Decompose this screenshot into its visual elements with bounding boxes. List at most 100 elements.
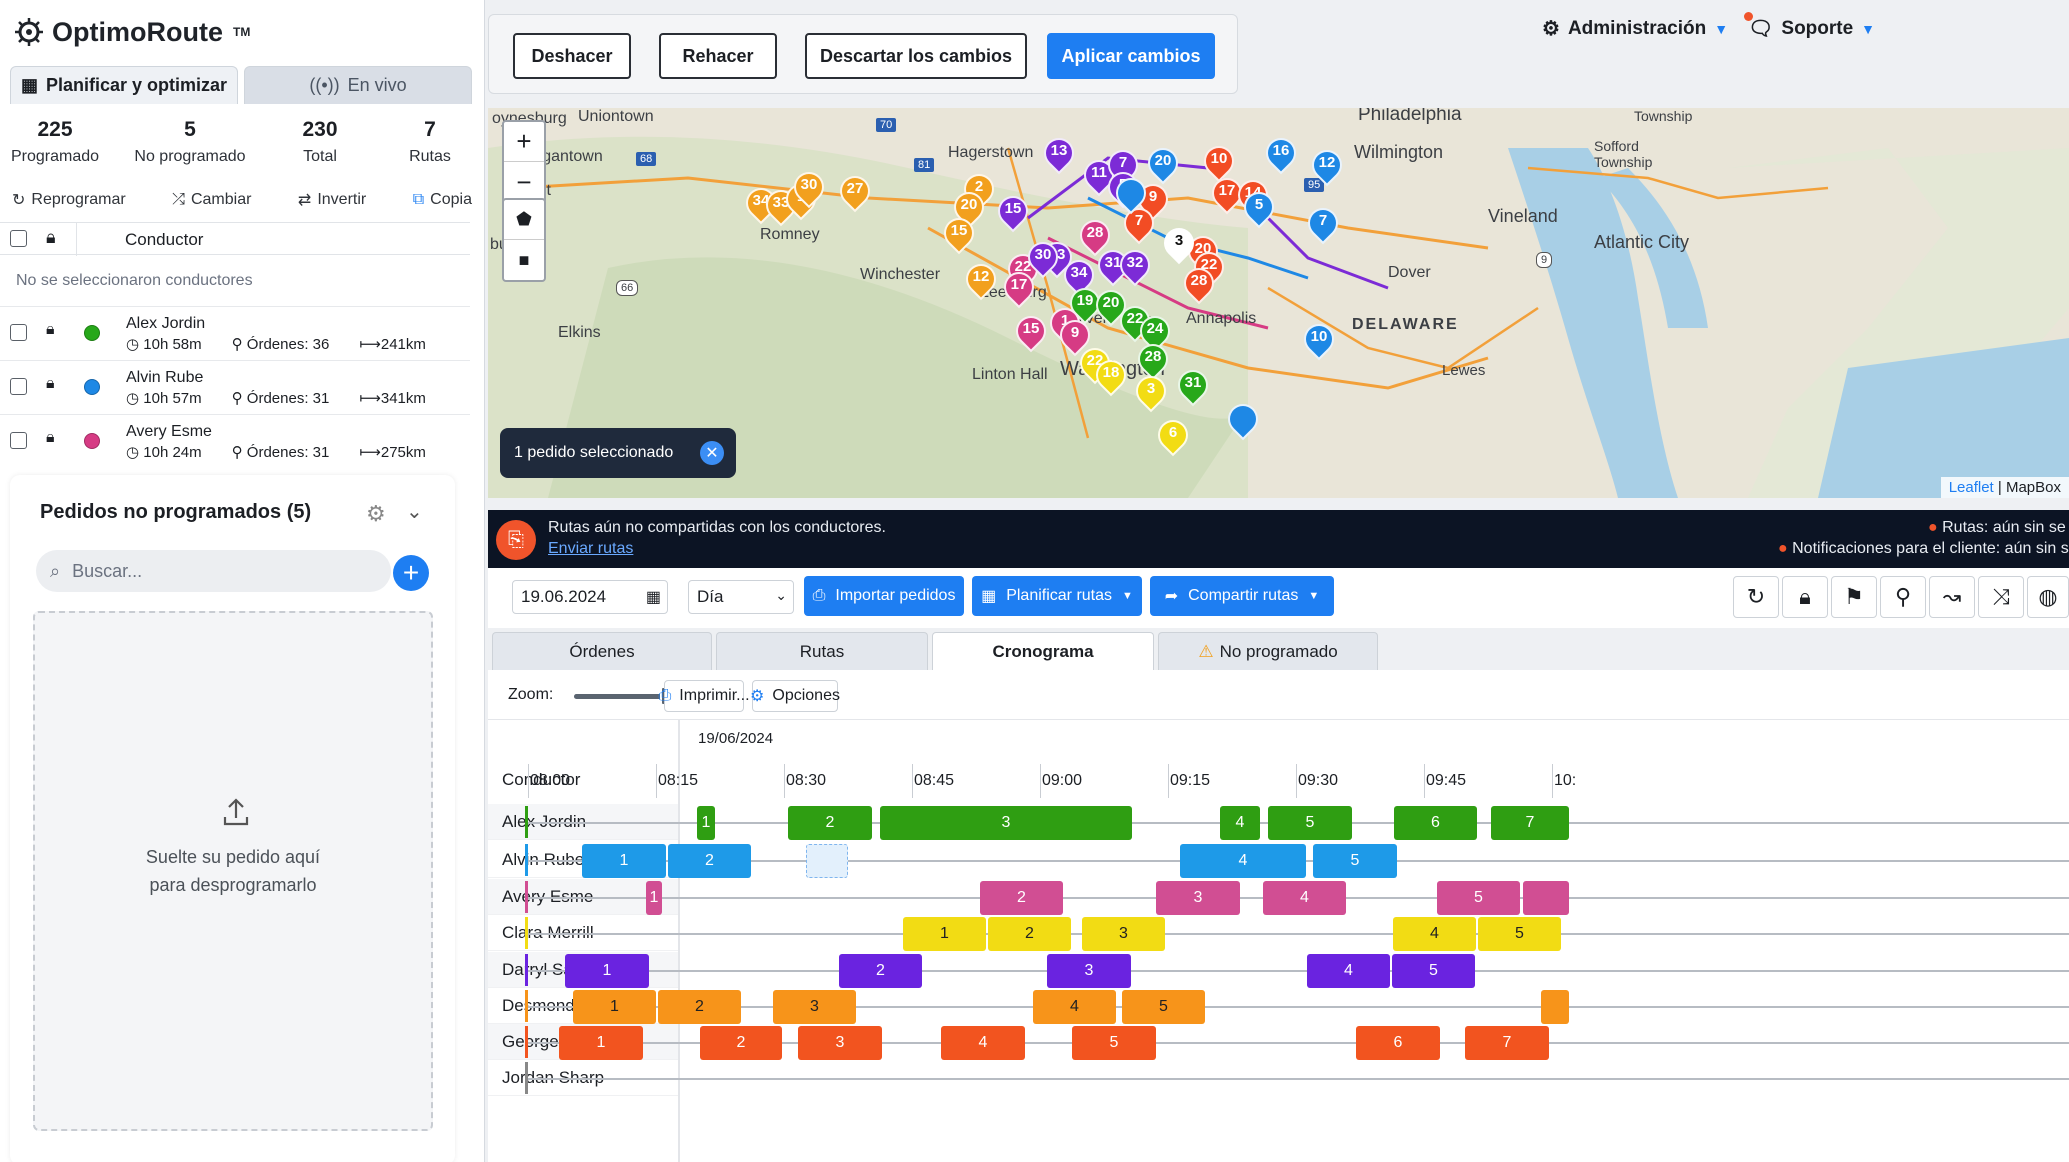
schedule-stop-block[interactable]: 1 (582, 844, 666, 878)
marker-button[interactable]: ⚑ (1831, 576, 1877, 618)
polygon-draw-button[interactable]: ⬟ (504, 200, 544, 240)
plan-routes-button[interactable]: ▦ Planificar rutas ▼ (972, 576, 1142, 616)
schedule-stop-block[interactable]: 1 (559, 1026, 643, 1060)
schedule-stop-block[interactable]: 3 (1082, 917, 1165, 951)
schedule-stop-block[interactable]: 6 (1394, 806, 1477, 840)
schedule-stop-block[interactable]: 6 (1356, 1026, 1440, 1060)
order-pin[interactable] (1109, 171, 1153, 218)
zoom-in-button[interactable]: + (504, 122, 544, 162)
order-pin[interactable] (1221, 397, 1265, 444)
gear-icon[interactable]: ⚙ (366, 501, 386, 526)
order-pin[interactable]: 18 (1089, 353, 1133, 400)
schedule-stop-block[interactable]: 1 (565, 954, 649, 988)
add-order-button[interactable]: + (393, 555, 429, 591)
order-pin[interactable]: 31 (1171, 363, 1215, 410)
route-path-button[interactable]: ↝ (1929, 576, 1975, 618)
schedule-stop-block[interactable]: 5 (1072, 1026, 1156, 1060)
driver-checkbox[interactable] (10, 378, 27, 395)
order-pin[interactable]: 24 (1133, 309, 1177, 356)
period-select[interactable]: Día ⌄ (688, 580, 794, 614)
unschedule-dropzone[interactable]: Suelte su pedido aquí para desprogramarl… (33, 611, 433, 1131)
schedule-stop-block[interactable]: 4 (1393, 917, 1476, 951)
send-routes-link[interactable]: Enviar rutas (548, 540, 634, 557)
schedule-stop-block[interactable] (1541, 990, 1569, 1024)
schedule-stop-block[interactable]: 4 (1180, 844, 1306, 878)
schedule-stop-block[interactable]: 2 (668, 844, 751, 878)
order-pin[interactable]: 32 (1113, 243, 1157, 290)
schedule-stop-block[interactable]: 2 (788, 806, 872, 840)
schedule-stop-block[interactable] (1523, 881, 1569, 915)
order-pin[interactable]: 15 (937, 211, 981, 258)
lock-icon[interactable]: 🔒︎ (46, 429, 55, 446)
route-optimize-button[interactable]: ⤨ (1978, 576, 2024, 618)
driver-row[interactable]: 🔒︎ Avery Esme ◷ 10h 24m ⚲ Órdenes: 31 ⟼275… (0, 414, 470, 466)
order-pin[interactable]: 20 (1141, 141, 1185, 188)
order-pin[interactable]: 9 (1053, 313, 1097, 360)
leaflet-link[interactable]: Leaflet (1948, 479, 1994, 496)
schedule-stop-block[interactable]: 3 (773, 990, 856, 1024)
order-pin[interactable]: 10 (1197, 139, 1241, 186)
tab-unscheduled[interactable]: ⚠ No programado (1158, 632, 1378, 670)
schedule-stop-block[interactable]: 1 (697, 806, 715, 840)
location-button[interactable]: ⚲ (1880, 576, 1926, 618)
schedule-stop-block[interactable]: 7 (1491, 806, 1569, 840)
schedule-stop-block[interactable]: 3 (1047, 954, 1131, 988)
schedule-stop-block[interactable]: 3 (880, 806, 1132, 840)
schedule-stop-block[interactable]: 1 (646, 881, 662, 915)
share-routes-button[interactable]: ➦ Compartir rutas ▼ (1150, 576, 1334, 616)
driver-row[interactable]: 🔒︎ Alvin Rube ◷ 10h 57m ⚲ Órdenes: 31 ⟼341… (0, 360, 470, 412)
order-pin[interactable]: 17 (1205, 171, 1249, 218)
app-logo[interactable]: OptimoRoute TM (14, 10, 250, 54)
tab-plan-optimize[interactable]: ▦ Planificar y optimizar (10, 66, 238, 104)
order-pin[interactable]: 6 (1151, 413, 1195, 460)
driver-row[interactable]: 🔒︎ Alex Jordin ◷ 10h 58m ⚲ Órdenes: 36 ⟼24… (0, 306, 470, 358)
lock-icon[interactable]: 🔒︎ (46, 321, 55, 338)
refresh-button[interactable]: ↻ (1733, 576, 1779, 618)
schedule-stop-block[interactable]: 4 (1307, 954, 1390, 988)
order-pin[interactable]: 30 (787, 165, 831, 212)
order-pin[interactable]: 12 (1305, 143, 1349, 190)
copy-button[interactable]: ⧉ Copia (413, 190, 472, 210)
order-pin[interactable]: 15 (991, 189, 1035, 236)
order-pin[interactable]: 19 (1063, 281, 1107, 328)
support-menu[interactable]: 🗨︎ Soporte ▼ (1744, 12, 1875, 41)
select-all-checkbox[interactable] (10, 230, 27, 247)
redo-button[interactable]: Rehacer (659, 33, 777, 79)
tab-live[interactable]: ((•)) En vivo (244, 66, 472, 104)
reschedule-button[interactable]: ↻ Reprogramar (12, 190, 126, 210)
reverse-button[interactable]: ⇄ Invertir (298, 190, 366, 210)
undo-button[interactable]: Deshacer (513, 33, 631, 79)
schedule-stop-block[interactable]: 4 (1263, 881, 1346, 915)
order-pin[interactable]: 10 (1297, 317, 1341, 364)
tab-routes[interactable]: Rutas (716, 632, 928, 670)
route-map[interactable]: oynesburg Uniontown organtown Romney Win… (488, 108, 2069, 498)
order-pin[interactable]: 5 (1237, 185, 1281, 232)
tab-schedule[interactable]: Cronograma (932, 632, 1154, 670)
order-pin[interactable]: 3 (1129, 369, 1173, 416)
options-button[interactable]: ⚙ Opciones (750, 680, 840, 712)
swap-button[interactable]: ⤮ Cambiar (172, 190, 251, 210)
order-pin[interactable]: 11 (1077, 153, 1121, 200)
order-pin[interactable]: 34 (1057, 253, 1101, 300)
order-pin[interactable]: 28 (1131, 337, 1175, 384)
schedule-stop-block[interactable]: 2 (700, 1026, 782, 1060)
schedule-stop-block[interactable]: 5 (1268, 806, 1352, 840)
schedule-stop-block[interactable]: 1 (573, 990, 656, 1024)
order-pin[interactable]: 17 (997, 265, 1041, 312)
date-field[interactable]: 19.06.2024 ▦ (512, 580, 668, 614)
lock-icon[interactable]: 🔒︎ (46, 227, 56, 247)
globe-button[interactable]: ◍ (2027, 576, 2069, 618)
schedule-stop-block[interactable]: 3 (1156, 881, 1240, 915)
schedule-stop-block[interactable]: 4 (941, 1026, 1025, 1060)
zoom-out-button[interactable]: − (516, 166, 532, 197)
calendar-icon[interactable]: ▦ (645, 589, 661, 606)
discard-changes-button[interactable]: Descartar los cambios (805, 33, 1027, 79)
schedule-stop-block[interactable]: 4 (1220, 806, 1260, 840)
order-pin[interactable]: 31 (1091, 243, 1135, 290)
schedule-stop-block[interactable]: 3 (798, 1026, 882, 1060)
schedule-stop-block[interactable]: 2 (658, 990, 741, 1024)
order-pin[interactable]: 7 (1301, 201, 1345, 248)
admin-menu[interactable]: ⚙ Administración ▼ (1542, 16, 1728, 41)
order-pin[interactable]: 3 (1157, 221, 1201, 268)
rectangle-draw-button[interactable]: ■ (518, 249, 530, 270)
